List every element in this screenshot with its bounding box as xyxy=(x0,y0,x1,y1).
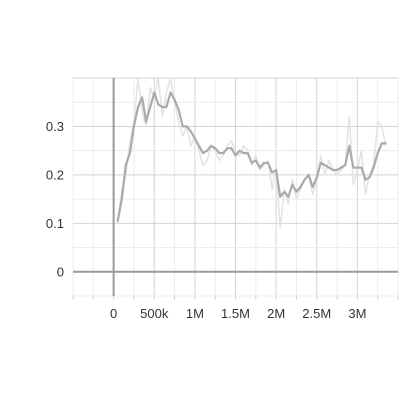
x-tick-label: 2.5M xyxy=(302,306,331,321)
tick-labels: 0 500k 1M 1.5M 2M 2.5M 3M 0 0.1 0.2 0.3 xyxy=(46,119,366,321)
x-tick-label: 0 xyxy=(110,306,117,321)
x-tick-label: 3M xyxy=(348,306,366,321)
y-tick-label: 0 xyxy=(57,264,64,279)
x-tick-label: 500k xyxy=(140,306,169,321)
raw-series-line xyxy=(116,77,387,229)
x-tick-label: 2M xyxy=(267,306,285,321)
x-tick-label: 1.5M xyxy=(221,306,250,321)
series-group xyxy=(116,77,387,229)
axes xyxy=(72,78,399,300)
y-tick-label: 0.1 xyxy=(46,216,64,231)
y-tick-label: 0.2 xyxy=(46,167,64,182)
y-tick-label: 0.3 xyxy=(46,119,64,134)
smoothed-series-line xyxy=(116,91,387,222)
x-tick-label: 1M xyxy=(186,306,204,321)
